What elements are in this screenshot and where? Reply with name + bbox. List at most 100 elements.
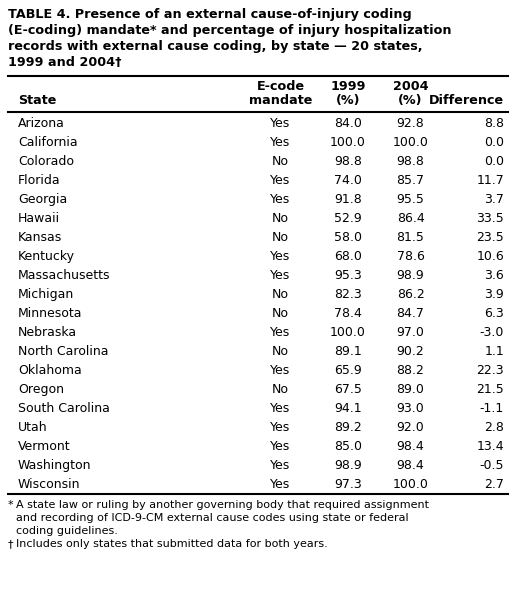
Text: 3.9: 3.9 (484, 288, 504, 301)
Text: 98.4: 98.4 (397, 459, 425, 472)
Text: 100.0: 100.0 (393, 478, 429, 491)
Text: -3.0: -3.0 (480, 326, 504, 339)
Text: 100.0: 100.0 (330, 326, 366, 339)
Text: Yes: Yes (270, 136, 290, 149)
Text: 3.6: 3.6 (484, 269, 504, 282)
Text: 74.0: 74.0 (334, 174, 362, 187)
Text: Yes: Yes (270, 440, 290, 453)
Text: 3.7: 3.7 (484, 193, 504, 206)
Text: Oregon: Oregon (18, 383, 64, 396)
Text: 84.0: 84.0 (334, 117, 362, 130)
Text: 22.3: 22.3 (476, 364, 504, 377)
Text: 98.9: 98.9 (334, 459, 362, 472)
Text: Washington: Washington (18, 459, 91, 472)
Text: 23.5: 23.5 (476, 231, 504, 244)
Text: Wisconsin: Wisconsin (18, 478, 81, 491)
Text: (E-coding) mandate* and percentage of injury hospitalization: (E-coding) mandate* and percentage of in… (8, 24, 451, 37)
Text: TABLE 4. Presence of an external cause-of-injury coding: TABLE 4. Presence of an external cause-o… (8, 8, 412, 21)
Text: 97.0: 97.0 (397, 326, 425, 339)
Text: †: † (8, 539, 17, 549)
Text: 91.8: 91.8 (334, 193, 362, 206)
Text: Yes: Yes (270, 117, 290, 130)
Text: Kentucky: Kentucky (18, 250, 75, 263)
Text: 2.8: 2.8 (484, 421, 504, 434)
Text: 98.8: 98.8 (334, 155, 362, 168)
Text: Yes: Yes (270, 459, 290, 472)
Text: 10.6: 10.6 (476, 250, 504, 263)
Text: 92.0: 92.0 (397, 421, 425, 434)
Text: -1.1: -1.1 (480, 402, 504, 415)
Text: Yes: Yes (270, 364, 290, 377)
Text: Colorado: Colorado (18, 155, 74, 168)
Text: Kansas: Kansas (18, 231, 62, 244)
Text: 11.7: 11.7 (476, 174, 504, 187)
Text: No: No (272, 383, 289, 396)
Text: 82.3: 82.3 (334, 288, 362, 301)
Text: 86.2: 86.2 (397, 288, 425, 301)
Text: 92.8: 92.8 (397, 117, 425, 130)
Text: 1999 and 2004†: 1999 and 2004† (8, 56, 121, 69)
Text: State: State (18, 94, 57, 107)
Text: 95.3: 95.3 (334, 269, 362, 282)
Text: 2.7: 2.7 (484, 478, 504, 491)
Text: 98.9: 98.9 (397, 269, 425, 282)
Text: 95.5: 95.5 (397, 193, 425, 206)
Text: Massachusetts: Massachusetts (18, 269, 111, 282)
Text: 65.9: 65.9 (334, 364, 362, 377)
Text: Vermont: Vermont (18, 440, 70, 453)
Text: Arizona: Arizona (18, 117, 65, 130)
Text: South Carolina: South Carolina (18, 402, 110, 415)
Text: Nebraska: Nebraska (18, 326, 77, 339)
Text: 97.3: 97.3 (334, 478, 362, 491)
Text: 98.4: 98.4 (397, 440, 425, 453)
Text: E-code: E-code (256, 80, 305, 93)
Text: 67.5: 67.5 (334, 383, 362, 396)
Text: 0.0: 0.0 (484, 155, 504, 168)
Text: 90.2: 90.2 (397, 345, 425, 358)
Text: No: No (272, 212, 289, 225)
Text: Utah: Utah (18, 421, 48, 434)
Text: Yes: Yes (270, 478, 290, 491)
Text: Yes: Yes (270, 174, 290, 187)
Text: Difference: Difference (429, 94, 504, 107)
Text: 13.4: 13.4 (476, 440, 504, 453)
Text: and recording of ICD-9-CM external cause codes using state or federal: and recording of ICD-9-CM external cause… (16, 513, 409, 523)
Text: 8.8: 8.8 (484, 117, 504, 130)
Text: 33.5: 33.5 (476, 212, 504, 225)
Text: Florida: Florida (18, 174, 61, 187)
Text: 89.0: 89.0 (397, 383, 425, 396)
Text: Yes: Yes (270, 193, 290, 206)
Text: 6.3: 6.3 (484, 307, 504, 320)
Text: Oklahoma: Oklahoma (18, 364, 82, 377)
Text: 85.7: 85.7 (396, 174, 425, 187)
Text: (%): (%) (336, 94, 360, 107)
Text: Yes: Yes (270, 402, 290, 415)
Text: 1999: 1999 (331, 80, 366, 93)
Text: 86.4: 86.4 (397, 212, 425, 225)
Text: Yes: Yes (270, 250, 290, 263)
Text: (%): (%) (398, 94, 423, 107)
Text: No: No (272, 155, 289, 168)
Text: records with external cause coding, by state — 20 states,: records with external cause coding, by s… (8, 40, 423, 53)
Text: coding guidelines.: coding guidelines. (16, 526, 118, 536)
Text: 98.8: 98.8 (397, 155, 425, 168)
Text: 84.7: 84.7 (397, 307, 425, 320)
Text: 1.1: 1.1 (484, 345, 504, 358)
Text: 100.0: 100.0 (393, 136, 429, 149)
Text: 68.0: 68.0 (334, 250, 362, 263)
Text: 78.6: 78.6 (397, 250, 425, 263)
Text: Georgia: Georgia (18, 193, 67, 206)
Text: A state law or ruling by another governing body that required assignment: A state law or ruling by another governi… (16, 500, 429, 510)
Text: 2004: 2004 (393, 80, 428, 93)
Text: Hawaii: Hawaii (18, 212, 60, 225)
Text: 0.0: 0.0 (484, 136, 504, 149)
Text: No: No (272, 307, 289, 320)
Text: Yes: Yes (270, 421, 290, 434)
Text: 81.5: 81.5 (397, 231, 425, 244)
Text: mandate: mandate (249, 94, 312, 107)
Text: 88.2: 88.2 (397, 364, 425, 377)
Text: -0.5: -0.5 (480, 459, 504, 472)
Text: 52.9: 52.9 (334, 212, 362, 225)
Text: California: California (18, 136, 78, 149)
Text: Minnesota: Minnesota (18, 307, 83, 320)
